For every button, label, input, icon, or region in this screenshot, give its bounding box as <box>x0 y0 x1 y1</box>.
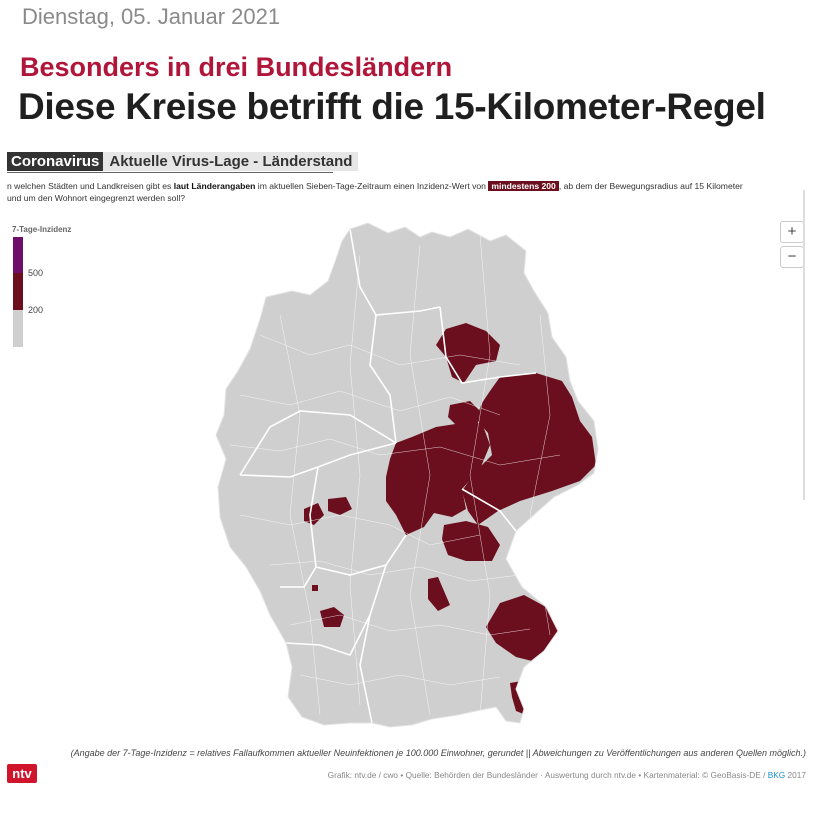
scroll-track[interactable] <box>803 190 805 500</box>
description-text-3: , ab dem der Bewegungsradius auf 15 Kilo… <box>558 181 743 191</box>
area-sachsen-brandenburg-south[interactable] <box>462 373 596 525</box>
legend-band-mid <box>13 273 23 310</box>
topic-bar: Coronavirus Aktuelle Virus-Lage - Länder… <box>7 152 359 171</box>
description-text-1: n welchen Städten und Landkreisen gibt e… <box>7 181 174 191</box>
topic-tag[interactable]: Coronavirus <box>7 152 104 171</box>
credits-text: Grafik: ntv.de / cwo • Quelle: Behörden … <box>327 770 768 780</box>
topic-title: Aktuelle Virus-Lage - Länderstand <box>103 152 359 171</box>
area-hessen-1[interactable] <box>304 503 324 525</box>
area-dot-small[interactable] <box>312 585 318 591</box>
area-oberfranken[interactable] <box>442 521 500 561</box>
description-line-2: und um den Wohnort eingegrenzt werden so… <box>7 193 186 203</box>
legend-label-500: 500 <box>28 268 44 278</box>
footnote: (Angabe der 7-Tage-Inzidenz = relatives … <box>70 748 806 758</box>
legend-title: 7-Tage-Inzidenz <box>12 225 72 234</box>
area-leipzig-region[interactable] <box>448 401 482 427</box>
bkg-link[interactable]: BKG <box>767 770 786 780</box>
legend-band-high <box>13 237 23 273</box>
credits: Grafik: ntv.de / cwo • Quelle: Behörden … <box>200 770 806 780</box>
topic-underline <box>7 172 333 173</box>
ntv-logo: ntv <box>7 764 37 783</box>
germany-map[interactable] <box>200 215 610 735</box>
legend-band-low <box>13 310 23 347</box>
area-bayern-east[interactable] <box>486 595 560 661</box>
zoom-out-button[interactable]: − <box>780 246 804 268</box>
area-hessen-2[interactable] <box>328 497 352 515</box>
zoom-in-button[interactable]: + <box>780 221 804 243</box>
description: n welchen Städten und Landkreisen gibt e… <box>7 180 807 204</box>
date: Dienstag, 05. Januar 2021 <box>22 4 281 29</box>
kicker: Besonders in drei Bundesländern <box>20 52 453 82</box>
legend-label-200: 200 <box>28 305 44 315</box>
threshold-highlight: mindestens 200 <box>488 181 559 191</box>
description-text-2: im aktuellen Sieben-Tage-Zeitraum einen … <box>255 181 489 191</box>
credits-year: 2017 <box>785 770 806 780</box>
area-thueringen[interactable] <box>386 423 490 535</box>
description-bold: laut Länderangaben <box>173 181 256 191</box>
headline: Diese Kreise betrifft die 15-Kilometer-R… <box>18 86 766 127</box>
area-bayern-mittelfranken[interactable] <box>428 577 450 611</box>
area-baden[interactable] <box>320 607 344 627</box>
state-borders <box>239 228 537 724</box>
